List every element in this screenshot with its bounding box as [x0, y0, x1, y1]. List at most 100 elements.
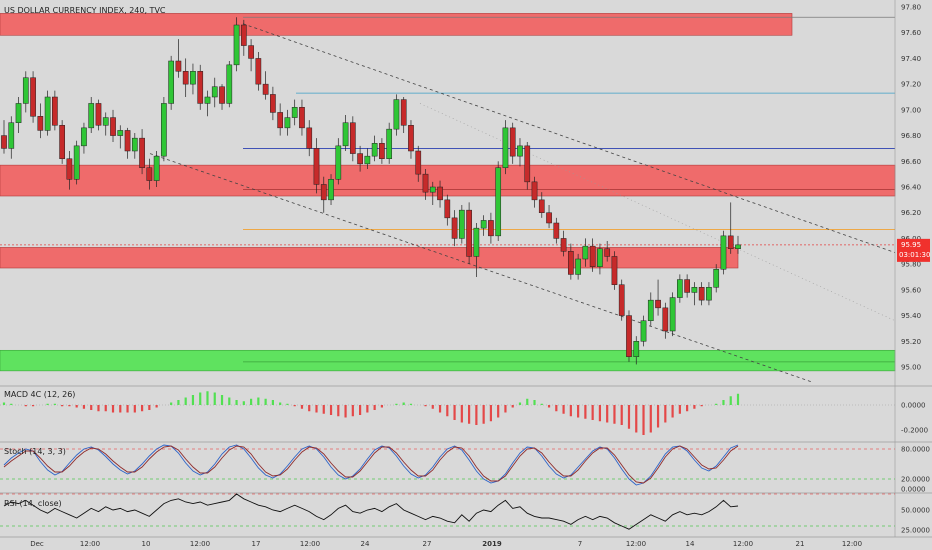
candle [59, 120, 65, 164]
candle [473, 223, 480, 277]
candle-body [139, 137, 145, 168]
candle-body [270, 94, 276, 113]
price-tick-label: 96.80 [901, 132, 921, 140]
time-tick-label: 17 [252, 540, 261, 548]
candle [379, 138, 385, 164]
candle-body [1, 135, 7, 149]
candle [146, 158, 153, 190]
candle [117, 125, 124, 149]
macd-tick-label: -0.2000 [901, 427, 928, 435]
candle-body [386, 128, 393, 159]
candle-body [473, 227, 480, 257]
candle [713, 264, 720, 293]
candle-body [22, 77, 29, 104]
price-axis[interactable]: 97.80 97.60 97.40 97.20 97.00 96.80 96.60 96.40… [894, 0, 921, 537]
candle [597, 243, 603, 275]
candle [437, 180, 443, 208]
time-tick-label: 2019 [482, 540, 502, 548]
candle [647, 292, 654, 326]
candle-body [211, 86, 218, 98]
candle-body [618, 284, 625, 316]
candle-body [611, 256, 618, 285]
time-axis[interactable]: Dec 12:00 10 12:00 17 12:00 24 27 2019 7 12:00 14 12… [30, 540, 862, 548]
candle [131, 133, 138, 159]
candle [342, 115, 349, 151]
candle [727, 202, 734, 254]
candle-body [531, 181, 538, 201]
candle-body [30, 77, 36, 117]
candle [139, 129, 145, 175]
macd-tick-label: 0.0000 [901, 402, 926, 410]
candle [633, 336, 640, 365]
candle-body [451, 217, 458, 239]
candle-body [720, 235, 727, 270]
time-tick-label: 27 [423, 540, 432, 548]
candle [175, 39, 182, 78]
candle [720, 230, 727, 275]
candle-body [197, 71, 204, 104]
candle [502, 120, 509, 175]
candle [568, 243, 574, 280]
candle [73, 140, 80, 185]
price-tick-label: 95.20 [901, 338, 921, 346]
candle [328, 174, 334, 205]
resistance-zone [0, 247, 739, 269]
candle [95, 99, 102, 131]
candle [735, 235, 741, 254]
candle-body [226, 64, 233, 104]
time-tick-label: 7 [578, 540, 582, 548]
rsi-tick-label: 25.0000 [901, 527, 930, 535]
pane-separators[interactable] [0, 385, 932, 538]
candle [400, 97, 407, 133]
candle [335, 138, 342, 185]
price-tick-label: 97.60 [901, 29, 921, 37]
candle [226, 61, 233, 108]
candle-body [37, 116, 44, 131]
candle [306, 120, 313, 157]
candle-body [342, 122, 349, 147]
stoch-k-line [3, 444, 739, 486]
candle-body [284, 117, 291, 129]
candle [495, 161, 502, 241]
candle [546, 205, 552, 229]
candle-body [480, 220, 487, 229]
candle-body [277, 112, 284, 129]
candle [618, 279, 625, 321]
candle-body [524, 145, 531, 183]
candle-body [415, 150, 422, 175]
mid-trendline [419, 103, 896, 321]
candle [698, 282, 705, 306]
candle-body [422, 173, 429, 193]
time-tick-label: 12:00 [626, 540, 646, 548]
candle-body [66, 158, 73, 180]
candle-body [626, 315, 632, 357]
candle [422, 169, 429, 200]
trend-channel [149, 23, 896, 383]
stoch-tick-label: 0.0000 [901, 486, 926, 494]
candle-body [458, 209, 465, 239]
candle [611, 251, 618, 290]
price-tick-label: 96.60 [901, 158, 921, 166]
resistance-zone [0, 13, 793, 36]
candles-layer [1, 17, 741, 365]
candle-body [73, 145, 80, 180]
candle [677, 274, 683, 303]
candle [190, 63, 196, 95]
candle-body [466, 209, 472, 257]
candle [313, 138, 320, 194]
candle-body [488, 220, 494, 237]
candle-body [320, 184, 327, 201]
candle [153, 151, 160, 187]
candle-body [124, 130, 131, 152]
candle [488, 212, 494, 244]
candle-body [582, 245, 589, 260]
price-tick-label: 97.20 [901, 81, 921, 89]
last-price-tag: 95.95 03:01:30 [897, 238, 930, 262]
candle-body [662, 307, 669, 332]
candle-body [400, 99, 407, 126]
candle-body [727, 235, 734, 249]
time-tick-label: 10 [142, 540, 151, 548]
candle-body [589, 245, 596, 267]
candle-body [633, 341, 640, 357]
